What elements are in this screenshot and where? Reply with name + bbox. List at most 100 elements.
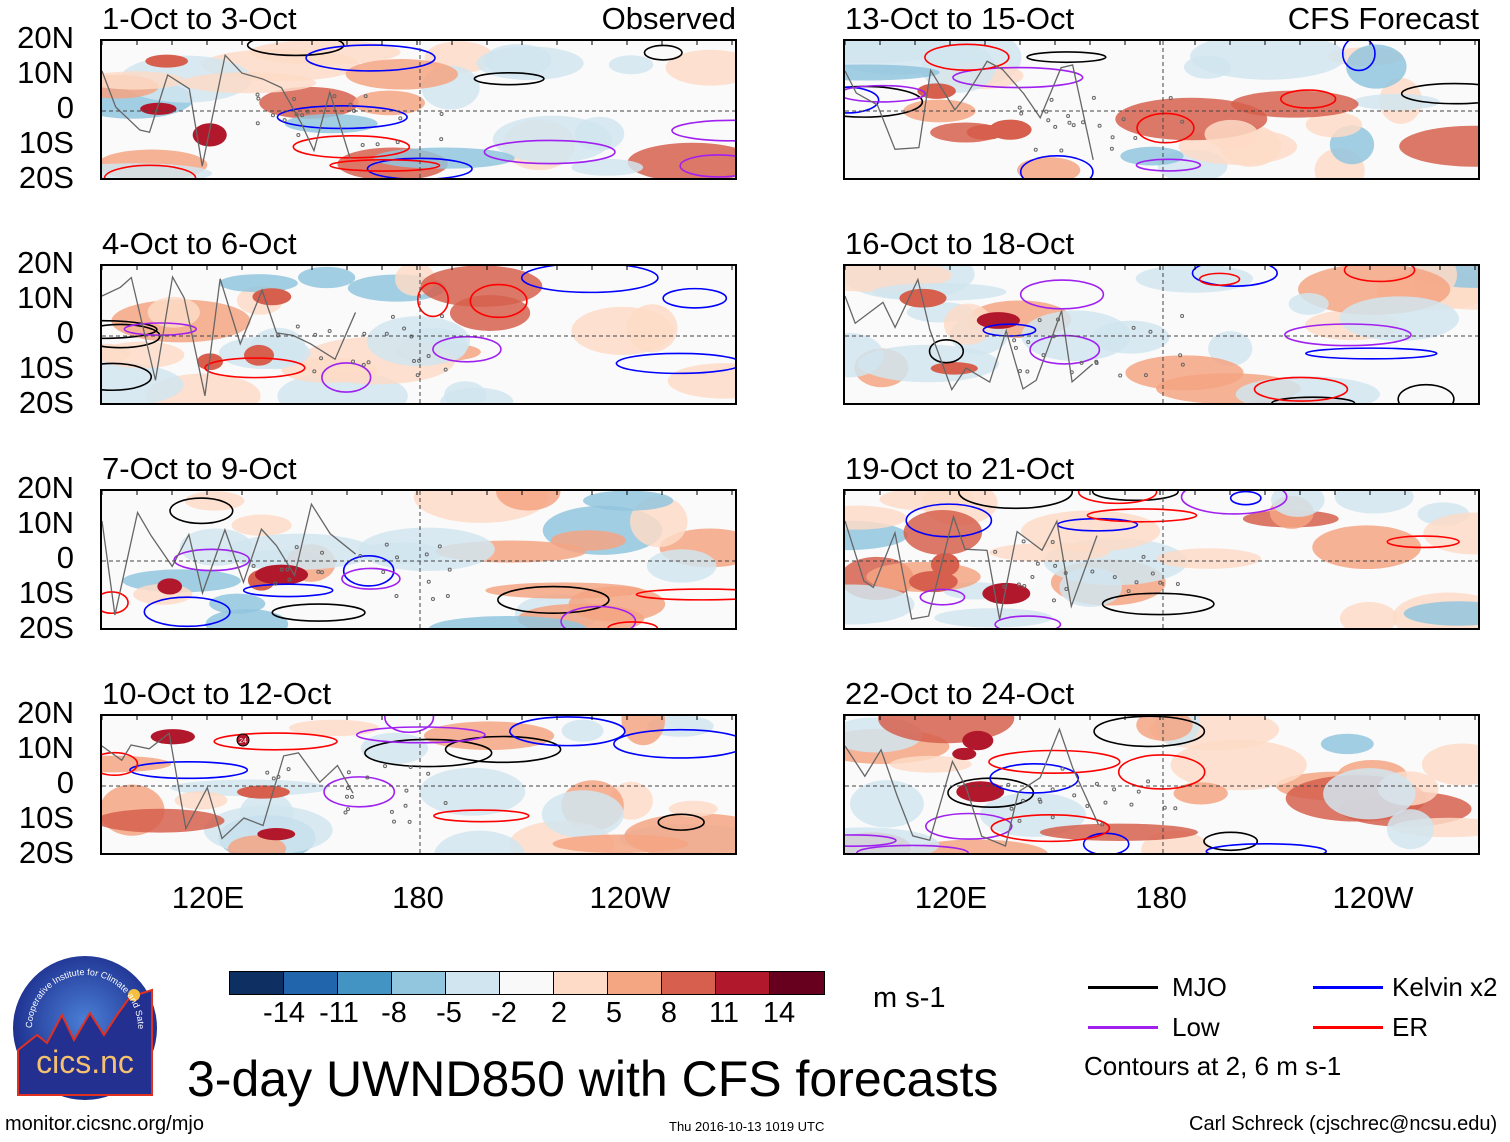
wave-contour — [679, 154, 735, 178]
wave-contour — [102, 751, 139, 777]
colorbar-tick-label: -11 — [319, 997, 359, 1029]
wave-contour — [1180, 491, 1288, 515]
island — [1046, 118, 1051, 123]
wind-anomaly-shading — [102, 808, 225, 833]
colorbar-tick-label: -8 — [381, 997, 407, 1029]
wave-contour — [1093, 716, 1206, 748]
footer-timestamp: Thu 2016-10-13 1019 UTC — [669, 1119, 825, 1134]
island — [1059, 148, 1064, 153]
wind-anomaly-shading — [243, 344, 275, 366]
island — [1071, 123, 1076, 128]
island — [1069, 370, 1074, 375]
wind-anomaly-shading — [1173, 782, 1228, 805]
lat-label: 10N — [17, 730, 74, 765]
wind-anomaly-shading — [492, 115, 613, 164]
wave-contour — [143, 596, 231, 628]
island — [1016, 582, 1021, 587]
wind-anomaly-shading — [181, 72, 317, 94]
footer-url[interactable]: monitor.cicsnc.org/mjo — [5, 1113, 204, 1135]
island — [1162, 805, 1167, 810]
wave-contour — [416, 282, 450, 318]
wave-contour — [509, 716, 626, 747]
island — [265, 770, 270, 775]
island — [381, 570, 386, 575]
wind-anomaly-shading — [1170, 739, 1307, 791]
wind-anomaly-shading — [1387, 809, 1434, 850]
wind-anomaly-shading — [147, 296, 200, 328]
panel-title: 22-Oct to 24-Oct — [845, 676, 1075, 711]
colorbar-swatch — [500, 972, 554, 994]
lat-label: 20N — [17, 20, 74, 55]
island — [365, 775, 370, 780]
island — [392, 819, 397, 824]
map-panel — [100, 39, 737, 180]
wave-contour — [1386, 535, 1460, 549]
wind-anomaly-shading — [903, 510, 983, 555]
island — [255, 92, 260, 97]
lat-label: 0 — [56, 90, 74, 125]
legend-note: Contours at 2, 6 m s-1 — [1084, 1051, 1342, 1081]
panel-title: 1-Oct to 3-Oct — [102, 1, 297, 36]
wind-anomaly-shading — [1320, 733, 1374, 755]
island — [415, 373, 420, 378]
island — [404, 788, 409, 793]
wave-contour — [1280, 89, 1337, 109]
wave-contour — [323, 776, 396, 808]
island — [327, 328, 332, 333]
wave-contour — [635, 588, 735, 601]
wave-contour — [246, 41, 345, 57]
island — [1066, 114, 1071, 119]
wind-anomaly-shading — [850, 780, 924, 828]
island — [1018, 368, 1023, 373]
wave-contour — [989, 763, 1080, 794]
island — [366, 360, 371, 365]
wave-contour — [1091, 491, 1179, 502]
wave-contour — [1086, 508, 1198, 523]
island — [282, 118, 287, 123]
footer-credit: Carl Schreck (cjschrec@ncsu.edu) — [1189, 1113, 1498, 1135]
wind-anomaly-shading — [976, 312, 1020, 329]
wave-contour — [607, 621, 659, 628]
island — [1178, 353, 1183, 358]
island — [1049, 97, 1054, 102]
panel-title: 13-Oct to 15-Oct — [845, 1, 1075, 36]
wind-anomaly-shading — [845, 505, 907, 530]
wind-anomaly-shading — [184, 491, 245, 511]
island — [1072, 793, 1077, 798]
island — [358, 553, 363, 558]
wind-anomaly-shading — [561, 719, 604, 742]
map-panel — [843, 39, 1480, 180]
colorbar-units: m s-1 — [873, 982, 946, 1014]
wind-anomaly-shading — [353, 90, 425, 116]
wave-contour — [856, 844, 969, 853]
island — [394, 593, 399, 598]
island — [1050, 540, 1055, 545]
wind-anomaly-shading — [1039, 823, 1198, 841]
island — [1017, 105, 1022, 110]
wind-anomaly-shading — [1120, 146, 1184, 166]
wind-anomaly-shading — [956, 781, 1005, 803]
wind-anomaly-shading — [373, 147, 515, 169]
wind-anomaly-shading — [252, 288, 292, 306]
wind-anomaly-shading — [255, 564, 309, 585]
lon-label: 180 — [392, 880, 444, 915]
wave-contour — [643, 44, 683, 61]
island — [1056, 317, 1061, 322]
island — [1079, 360, 1084, 365]
wind-anomaly-shading — [157, 578, 183, 595]
wind-anomaly-shading — [905, 839, 1048, 853]
wind-anomaly-shading — [1403, 601, 1478, 626]
wind-anomaly-shading — [930, 553, 960, 577]
island — [300, 113, 305, 118]
colorbar-swatch — [338, 972, 392, 994]
wave-contour — [292, 135, 411, 159]
storm-marker-icon: 24 — [236, 733, 250, 747]
wind-anomaly-shading — [484, 44, 552, 77]
island — [384, 542, 389, 547]
lat-label: 0 — [56, 540, 74, 575]
island — [1085, 804, 1090, 809]
island — [383, 764, 388, 769]
wave-contour — [242, 583, 334, 598]
island — [439, 111, 444, 116]
